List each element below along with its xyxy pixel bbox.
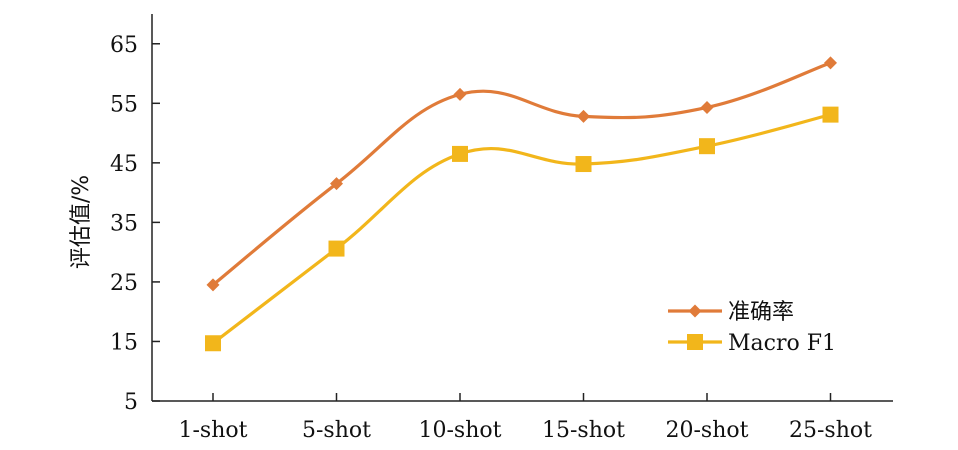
series-1: [206, 56, 837, 292]
legend-item: Macro F1: [668, 331, 836, 356]
series-2: [205, 106, 839, 352]
data-point: [328, 240, 345, 257]
x-tick-label: 20-shot: [666, 418, 749, 443]
data-point: [206, 278, 220, 292]
legend-swatch-marker: [687, 334, 703, 350]
data-point: [205, 335, 221, 352]
x-tick-label: 15-shot: [542, 418, 625, 443]
y-tick-label: 25: [110, 271, 138, 296]
y-tick-label: 35: [110, 211, 138, 236]
series-line: [211, 61, 832, 287]
x-ticks: 1-shot 5-shot 10-shot 15-shot 20-shot 25-shot: [179, 393, 872, 443]
data-point: [822, 106, 839, 123]
y-tick-label: 65: [110, 33, 138, 58]
legend-label: Macro F1: [728, 331, 836, 356]
data-point: [700, 100, 714, 114]
legend-swatch-marker: [688, 304, 702, 318]
data-point: [575, 156, 592, 173]
y-axis-title: 评估值/%: [69, 175, 94, 269]
legend: 准确率 Macro F1: [668, 300, 836, 356]
data-point: [699, 138, 715, 155]
y-ticks: 5 15 25 35 45 55 65: [110, 33, 160, 415]
data-point: [330, 177, 343, 191]
x-tick-label: 1-shot: [179, 418, 248, 443]
data-point: [824, 56, 837, 70]
y-tick-label: 15: [110, 330, 138, 355]
data-point: [452, 145, 468, 162]
data-point: [453, 87, 467, 101]
legend-item: 准确率: [668, 300, 794, 325]
legend-label: 准确率: [728, 300, 794, 325]
data-point: [577, 109, 590, 123]
x-tick-label: 5-shot: [302, 418, 371, 443]
series-line: [212, 113, 831, 345]
series-layer: [205, 56, 839, 352]
x-tick-label: 10-shot: [419, 418, 502, 443]
y-tick-label: 55: [110, 92, 138, 117]
axes: [151, 14, 893, 402]
x-tick-label: 25-shot: [789, 418, 872, 443]
y-tick-label: 45: [110, 152, 138, 177]
y-tick-label: 5: [124, 390, 138, 415]
